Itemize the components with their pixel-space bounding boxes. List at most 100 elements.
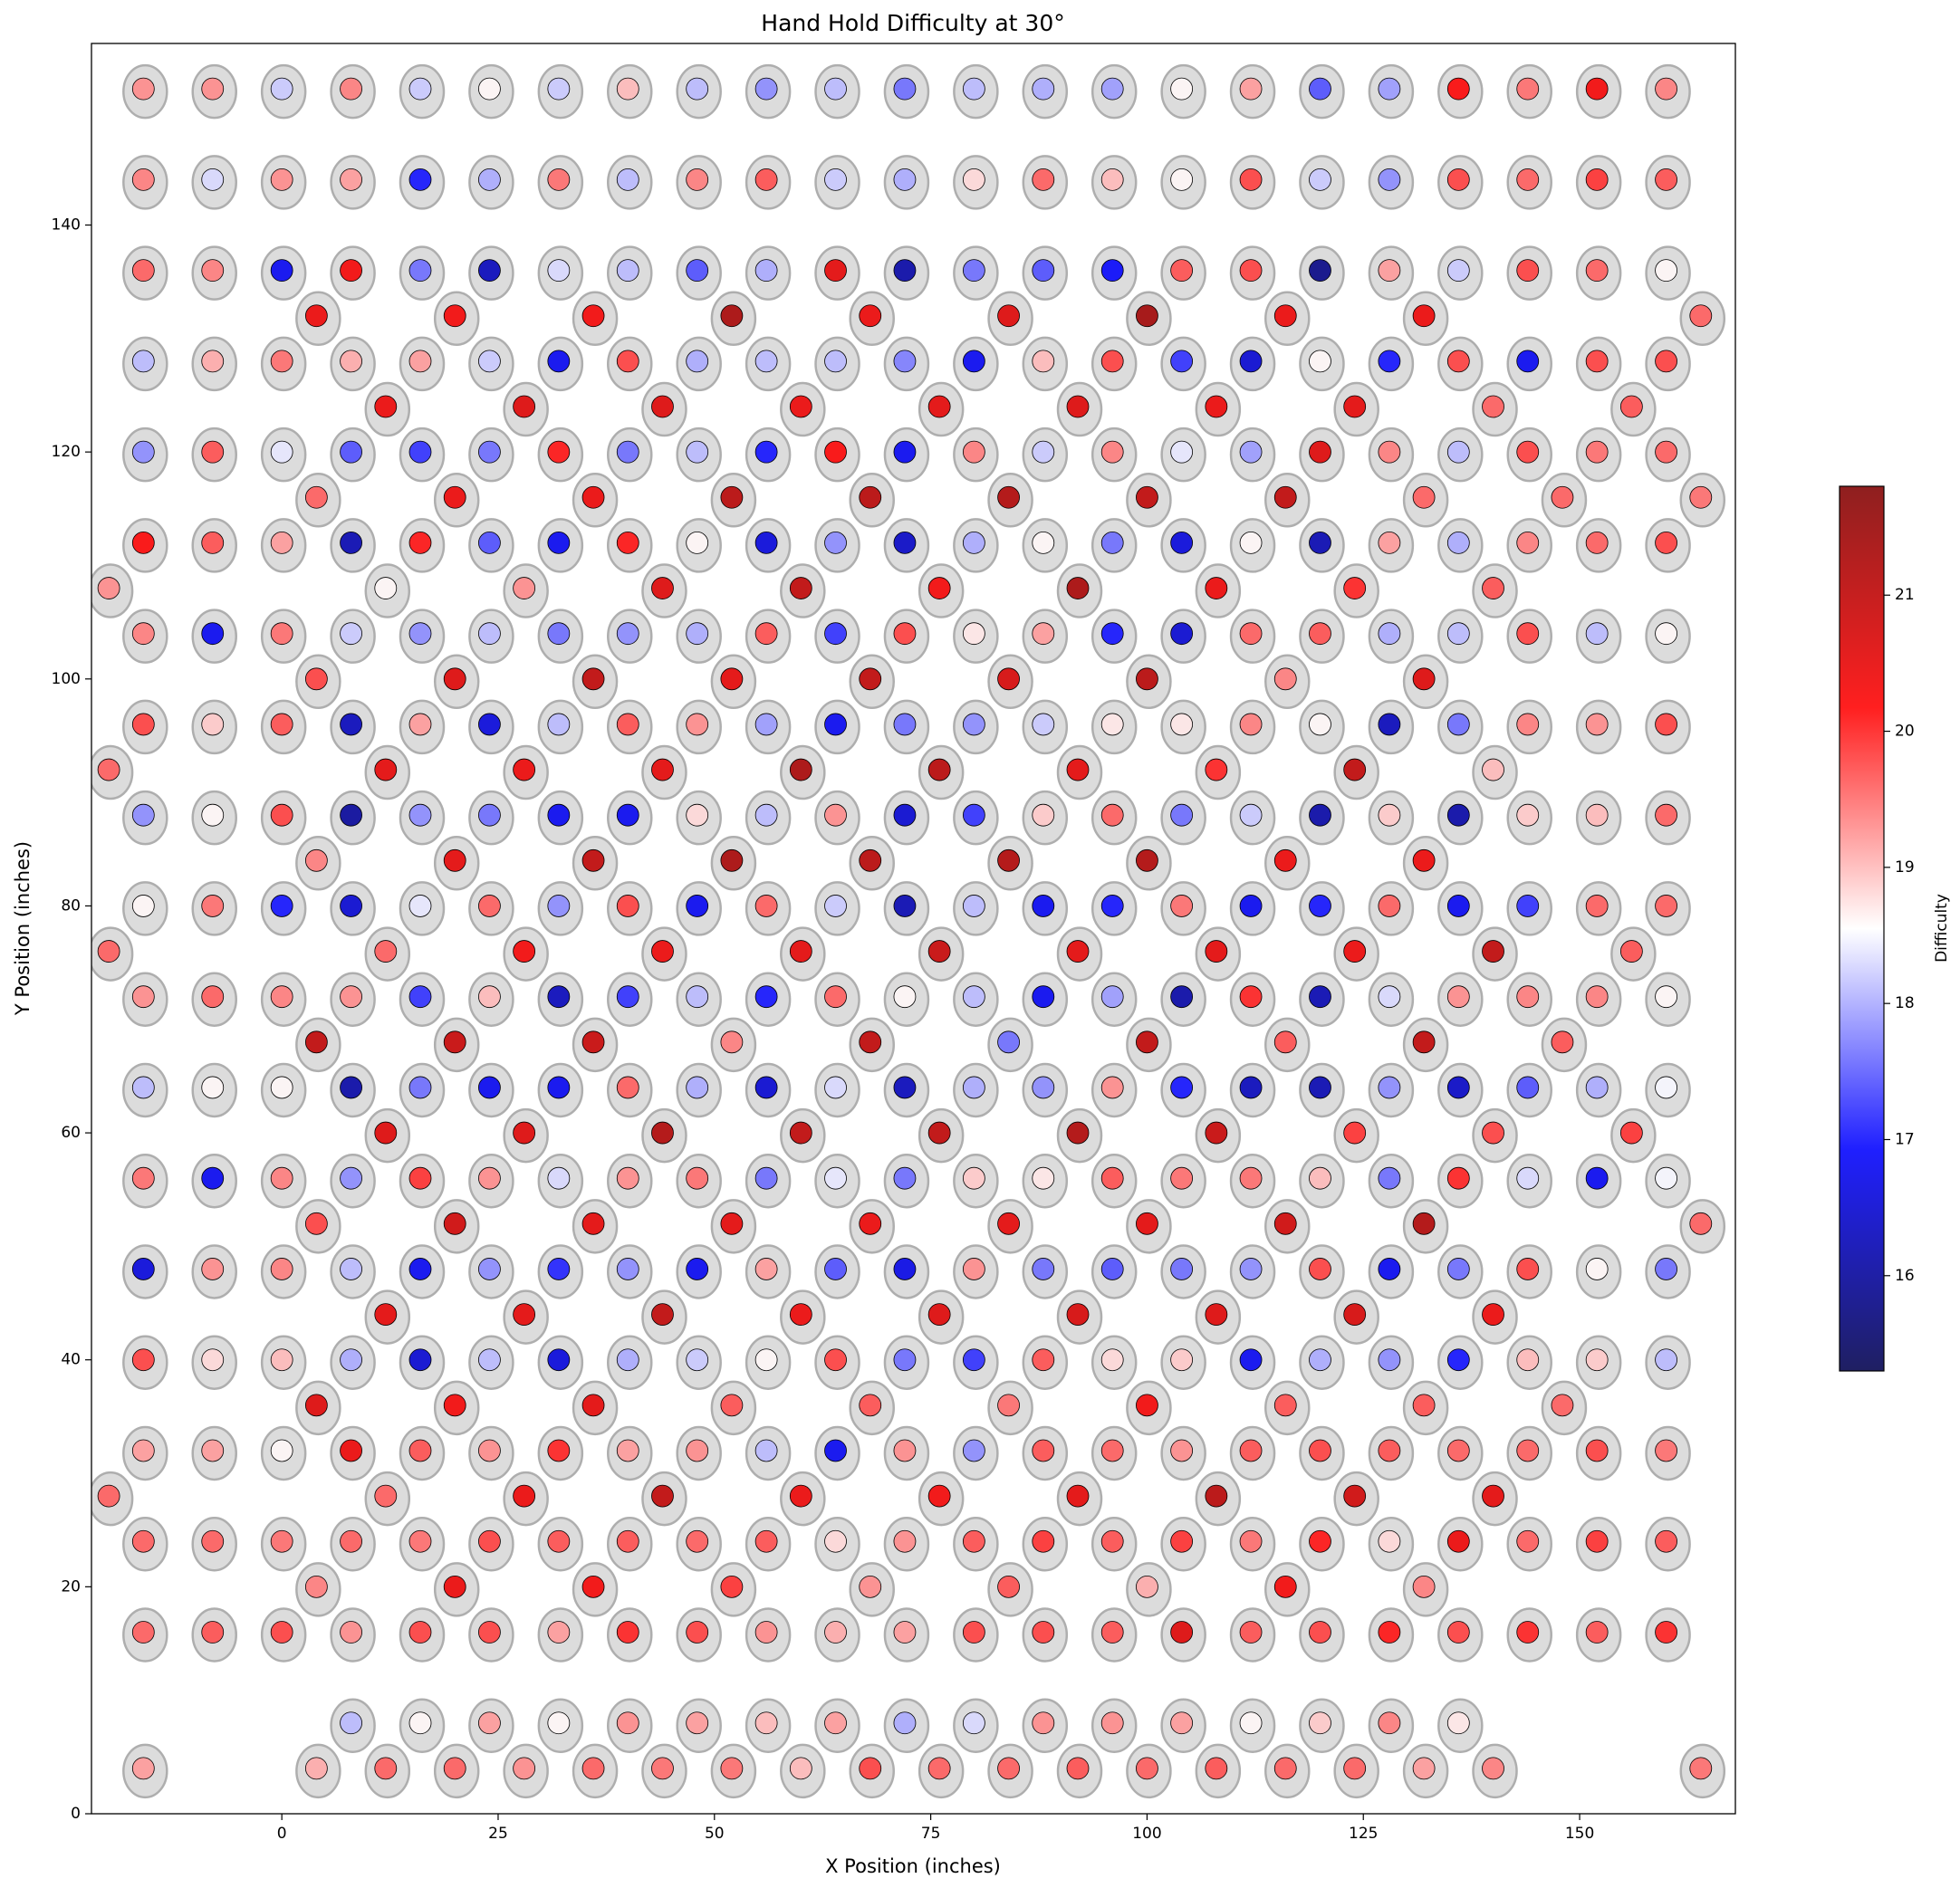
point bbox=[547, 803, 571, 827]
point bbox=[859, 1575, 882, 1598]
point bbox=[893, 1258, 917, 1280]
point bbox=[686, 1076, 709, 1099]
point bbox=[270, 1529, 293, 1553]
point bbox=[859, 1030, 882, 1054]
point bbox=[1273, 1030, 1297, 1054]
point bbox=[927, 940, 951, 963]
point bbox=[1066, 1303, 1090, 1326]
point bbox=[1516, 1439, 1540, 1462]
point bbox=[1239, 622, 1263, 646]
point bbox=[616, 1439, 639, 1462]
point bbox=[1136, 1757, 1158, 1780]
point bbox=[340, 985, 362, 1009]
point bbox=[131, 1258, 155, 1280]
point bbox=[1273, 667, 1297, 691]
point bbox=[1655, 259, 1677, 283]
point bbox=[962, 1621, 985, 1644]
point bbox=[1585, 895, 1609, 917]
point bbox=[1482, 1303, 1504, 1326]
point bbox=[547, 1166, 571, 1190]
point bbox=[1378, 1348, 1401, 1372]
point bbox=[1100, 77, 1124, 101]
point bbox=[201, 168, 225, 191]
point bbox=[824, 1529, 847, 1553]
point bbox=[789, 940, 812, 963]
colorbar-label: Difficulty bbox=[1933, 894, 1951, 963]
point bbox=[1239, 532, 1263, 554]
point bbox=[408, 1529, 432, 1553]
point bbox=[1378, 532, 1401, 554]
point bbox=[443, 1212, 466, 1235]
point bbox=[1239, 259, 1263, 283]
point bbox=[997, 1212, 1020, 1235]
point bbox=[270, 532, 293, 554]
point bbox=[547, 1076, 571, 1099]
point bbox=[270, 895, 293, 917]
point bbox=[304, 1030, 328, 1054]
point bbox=[1689, 485, 1713, 509]
point bbox=[340, 1076, 362, 1099]
x-tick-label: 125 bbox=[1349, 1825, 1378, 1843]
y-tick-label: 20 bbox=[61, 1577, 81, 1596]
point bbox=[1655, 1529, 1677, 1553]
point bbox=[893, 985, 917, 1009]
point bbox=[374, 758, 398, 781]
point bbox=[893, 622, 917, 646]
point bbox=[547, 713, 571, 736]
point bbox=[1239, 1711, 1263, 1735]
point bbox=[443, 1757, 466, 1780]
point bbox=[1273, 304, 1297, 328]
point bbox=[1273, 1212, 1297, 1235]
point bbox=[304, 485, 328, 509]
point bbox=[581, 1757, 605, 1780]
point bbox=[1446, 1439, 1470, 1462]
point bbox=[962, 985, 985, 1009]
point bbox=[1239, 1439, 1263, 1462]
point bbox=[686, 622, 709, 646]
point bbox=[131, 1439, 155, 1462]
point bbox=[651, 758, 674, 781]
point bbox=[547, 1258, 571, 1280]
point bbox=[1170, 1076, 1194, 1099]
point bbox=[1032, 1166, 1055, 1190]
point bbox=[1482, 577, 1504, 599]
point bbox=[1446, 622, 1470, 646]
point bbox=[1136, 1030, 1158, 1054]
point bbox=[1446, 77, 1470, 101]
point bbox=[1032, 622, 1055, 646]
point bbox=[686, 1348, 709, 1372]
point bbox=[686, 1258, 709, 1280]
point bbox=[754, 1621, 778, 1644]
point bbox=[1585, 622, 1609, 646]
point bbox=[616, 1076, 639, 1099]
point bbox=[270, 713, 293, 736]
point bbox=[1170, 622, 1194, 646]
point bbox=[201, 77, 225, 101]
point bbox=[270, 1439, 293, 1462]
point bbox=[754, 713, 778, 736]
point bbox=[893, 1166, 917, 1190]
point bbox=[478, 622, 501, 646]
point bbox=[304, 1212, 328, 1235]
point bbox=[789, 1121, 812, 1145]
point bbox=[201, 350, 225, 373]
point bbox=[201, 1348, 225, 1372]
point bbox=[1032, 350, 1055, 373]
point bbox=[962, 1711, 985, 1735]
point bbox=[1309, 713, 1331, 736]
point bbox=[270, 1348, 293, 1372]
point bbox=[754, 1529, 778, 1553]
point bbox=[1516, 895, 1540, 917]
point bbox=[1516, 259, 1540, 283]
point bbox=[927, 395, 951, 418]
point bbox=[616, 168, 639, 191]
point bbox=[201, 803, 225, 827]
point bbox=[1032, 985, 1055, 1009]
point bbox=[581, 304, 605, 328]
point bbox=[1585, 77, 1609, 101]
point bbox=[131, 1529, 155, 1553]
point bbox=[478, 713, 501, 736]
point bbox=[1170, 1711, 1194, 1735]
point bbox=[1655, 1166, 1677, 1190]
point bbox=[1655, 440, 1677, 464]
